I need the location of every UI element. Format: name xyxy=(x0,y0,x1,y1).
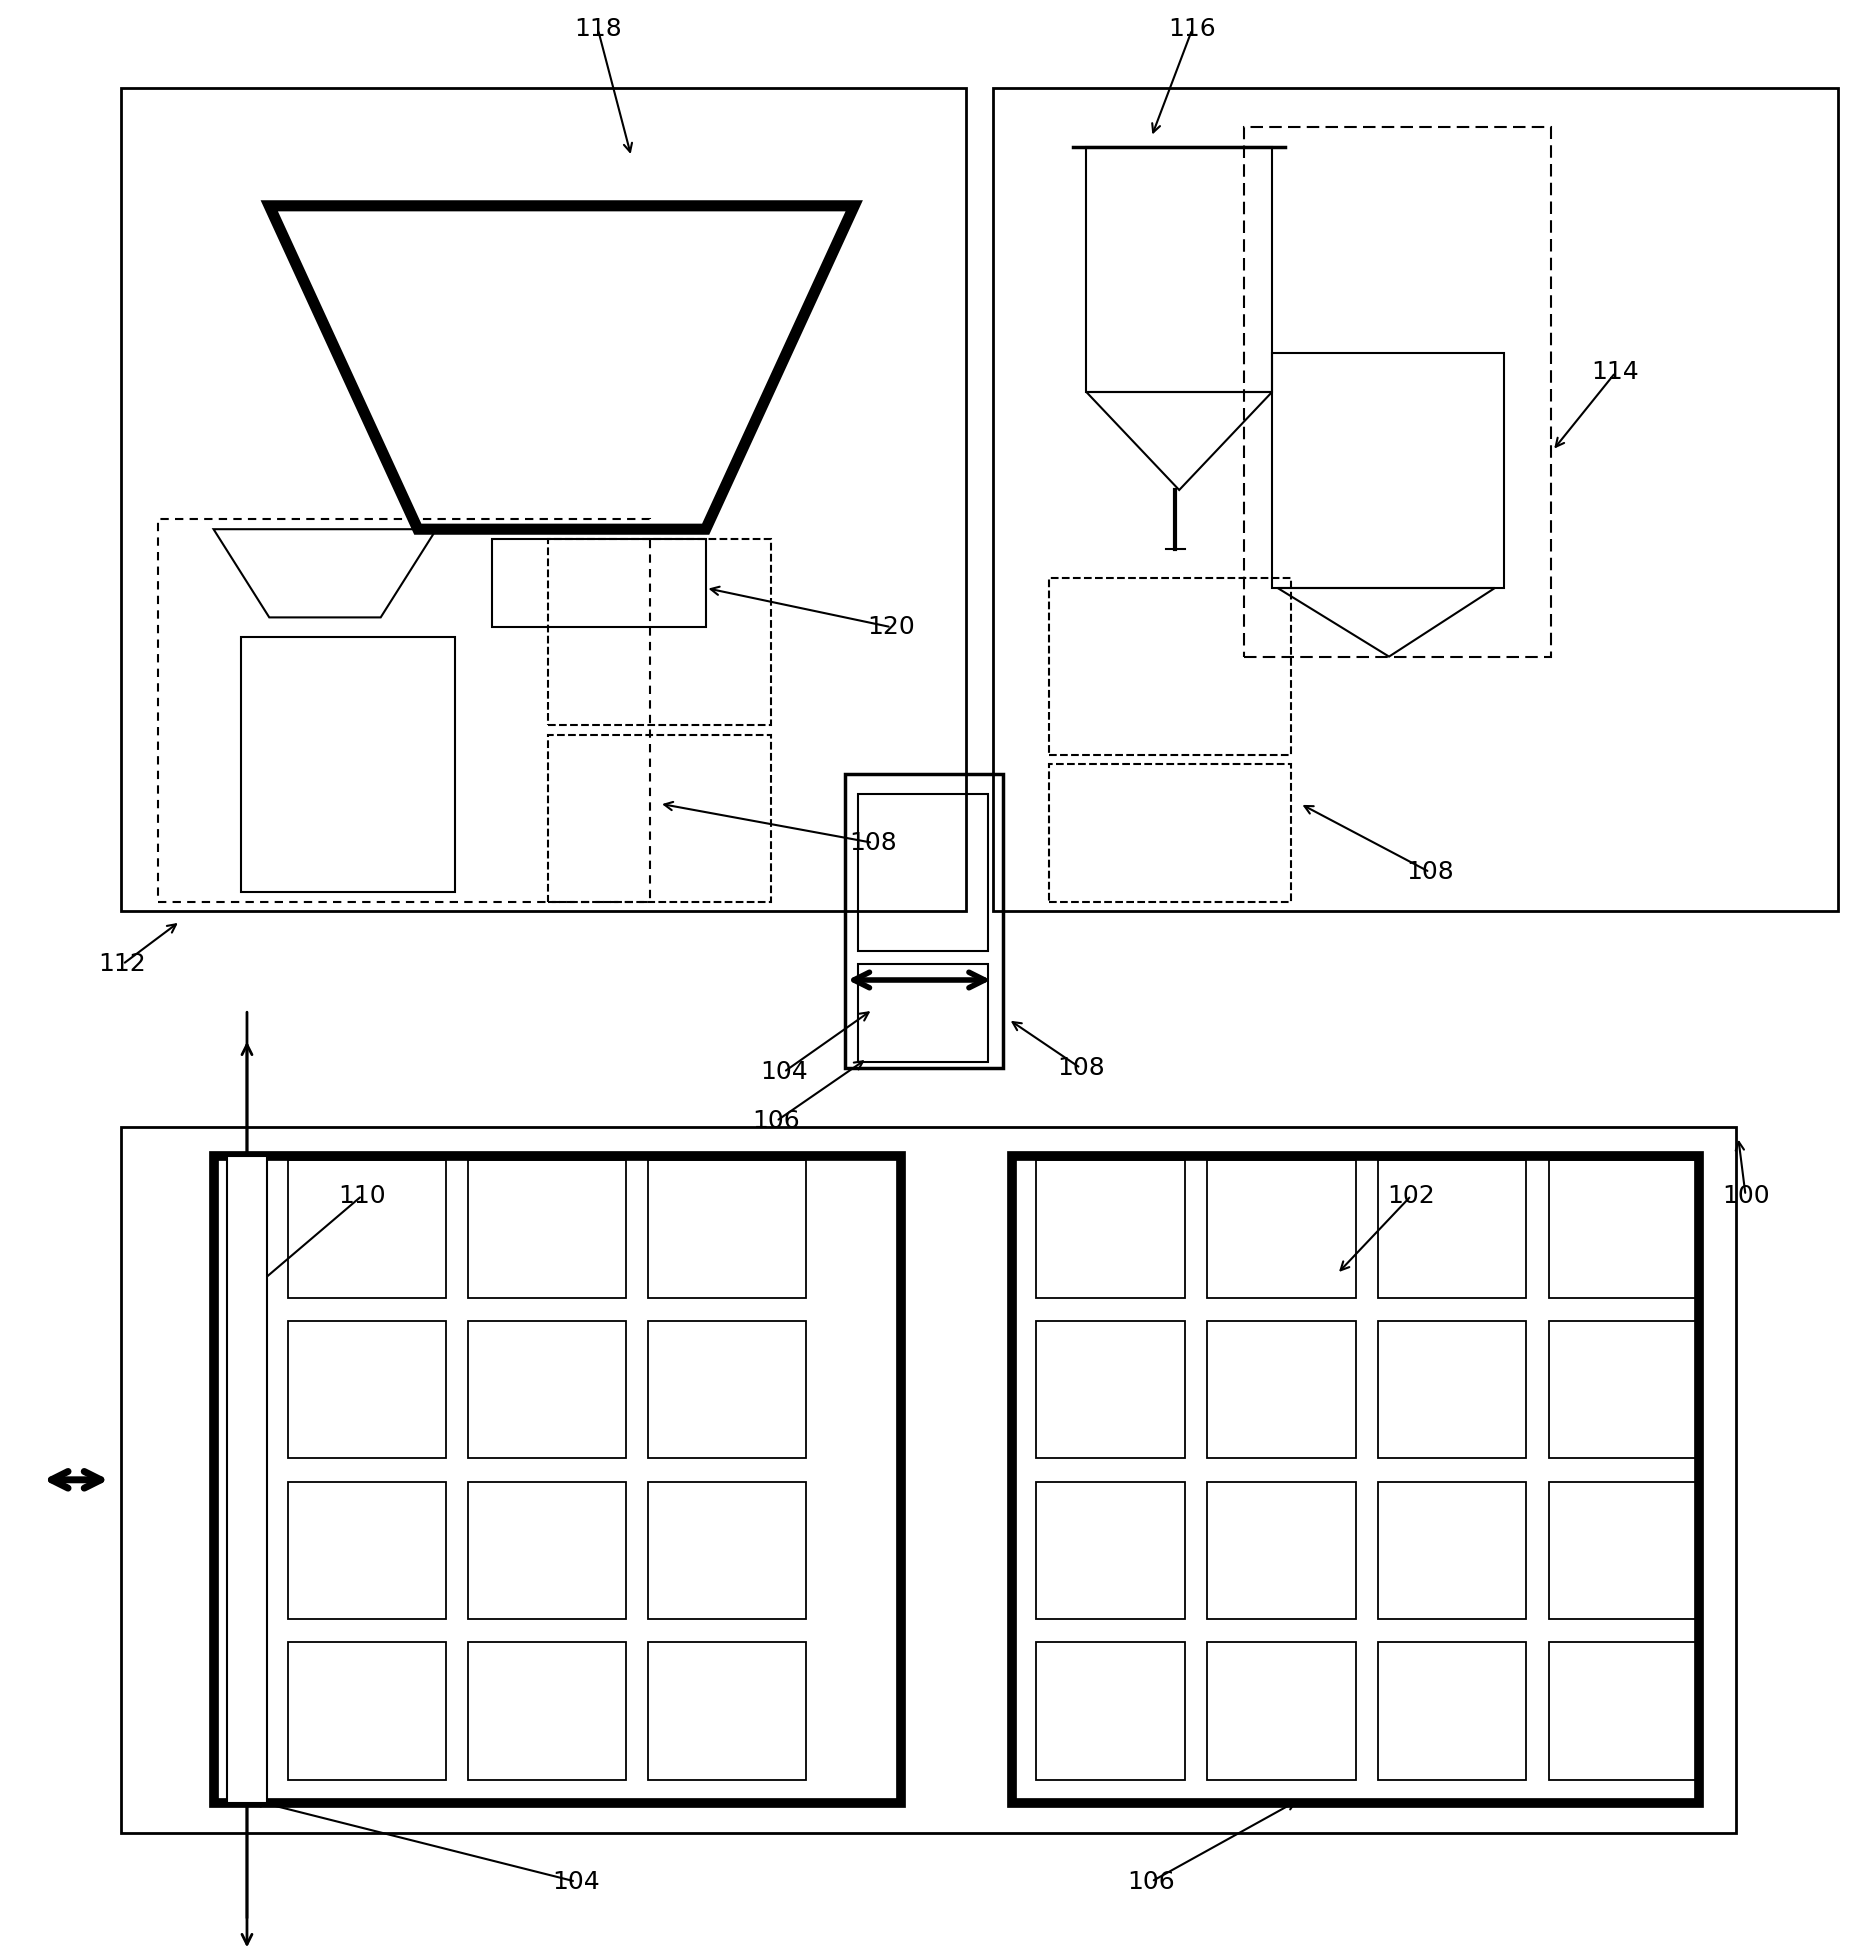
Bar xyxy=(1036,1642,1185,1780)
Bar xyxy=(1244,127,1551,657)
Text: 118: 118 xyxy=(574,18,622,41)
Bar xyxy=(288,1482,446,1619)
Bar xyxy=(1049,578,1291,755)
Bar xyxy=(1272,353,1504,588)
Bar xyxy=(214,1156,901,1803)
Bar xyxy=(1049,764,1291,902)
Bar xyxy=(1012,1156,1699,1803)
Bar xyxy=(1378,1482,1526,1619)
Bar xyxy=(241,637,455,892)
Bar xyxy=(288,1160,446,1298)
Bar xyxy=(158,519,650,902)
Text: 116: 116 xyxy=(1168,18,1216,41)
Bar xyxy=(648,1482,806,1619)
Text: 104: 104 xyxy=(552,1870,600,1893)
Bar xyxy=(1036,1482,1185,1619)
Bar xyxy=(468,1321,626,1458)
Bar xyxy=(468,1482,626,1619)
Text: 112: 112 xyxy=(98,953,147,976)
Bar xyxy=(548,539,771,725)
Bar xyxy=(1086,147,1272,392)
Bar xyxy=(1549,1321,1697,1458)
Bar xyxy=(858,964,988,1062)
Bar xyxy=(1207,1321,1356,1458)
Bar xyxy=(1036,1321,1185,1458)
Bar xyxy=(993,88,1838,911)
Bar xyxy=(288,1321,446,1458)
Text: 106: 106 xyxy=(752,1109,800,1133)
Bar xyxy=(1549,1642,1697,1780)
Bar xyxy=(548,735,771,902)
Bar xyxy=(227,1156,267,1803)
Text: 108: 108 xyxy=(1057,1056,1105,1080)
Bar xyxy=(1207,1482,1356,1619)
Text: 106: 106 xyxy=(1127,1870,1175,1893)
Bar xyxy=(1549,1160,1697,1298)
Text: 120: 120 xyxy=(867,615,916,639)
Text: 108: 108 xyxy=(849,831,897,855)
Bar xyxy=(1378,1321,1526,1458)
Bar xyxy=(1378,1642,1526,1780)
Text: 114: 114 xyxy=(1591,361,1640,384)
Bar xyxy=(1378,1160,1526,1298)
Text: 110: 110 xyxy=(338,1184,386,1207)
Bar xyxy=(648,1642,806,1780)
Text: 102: 102 xyxy=(1387,1184,1435,1207)
Bar xyxy=(468,1642,626,1780)
Bar xyxy=(1549,1482,1697,1619)
Bar xyxy=(648,1160,806,1298)
Bar xyxy=(121,1127,1736,1833)
Text: 100: 100 xyxy=(1721,1184,1770,1207)
Text: 104: 104 xyxy=(760,1060,808,1084)
Bar xyxy=(858,794,988,951)
Bar xyxy=(648,1321,806,1458)
Bar xyxy=(845,774,1003,1068)
Text: 108: 108 xyxy=(1406,860,1454,884)
Bar xyxy=(1207,1160,1356,1298)
Bar xyxy=(121,88,966,911)
Bar xyxy=(468,1160,626,1298)
Bar xyxy=(1207,1642,1356,1780)
Bar xyxy=(492,539,706,627)
Bar xyxy=(288,1642,446,1780)
Bar xyxy=(1036,1160,1185,1298)
